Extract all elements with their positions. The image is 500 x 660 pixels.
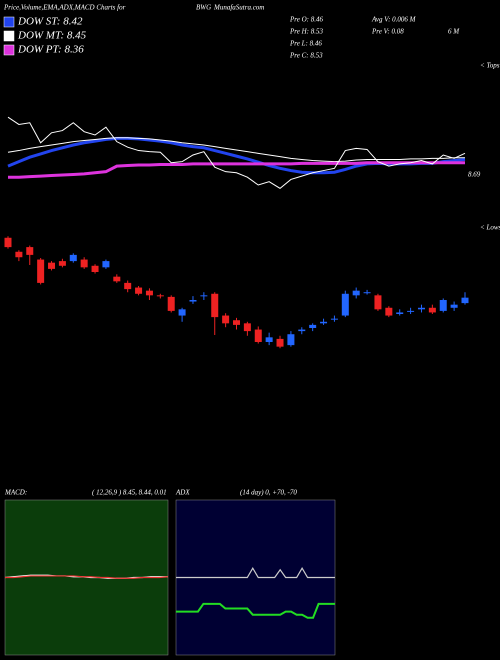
indicator-line xyxy=(176,567,335,579)
candle-body xyxy=(145,290,153,296)
close-line xyxy=(7,116,466,189)
indicator-line xyxy=(176,602,335,619)
candle-body xyxy=(113,276,121,282)
legend-swatch xyxy=(3,16,15,28)
candle-body xyxy=(15,251,23,258)
candle-body xyxy=(363,292,371,294)
candle-body xyxy=(341,293,349,316)
legend-label: DOW MT: 8.45 xyxy=(17,30,87,42)
candle-body xyxy=(211,293,219,318)
candle-body xyxy=(69,254,77,262)
candle-body xyxy=(374,295,382,310)
candle-body xyxy=(265,337,273,342)
candle-body xyxy=(352,290,360,296)
candle-body xyxy=(287,334,295,346)
legend-swatch xyxy=(3,44,15,56)
candle-body xyxy=(396,312,404,314)
panel-subtitle: (14 day) 0, +70, -70 xyxy=(240,489,297,497)
candle-body xyxy=(178,309,186,316)
panel-title: MACD: xyxy=(4,489,27,497)
candle-body xyxy=(37,259,45,283)
legend-swatch xyxy=(3,30,15,42)
info-text: Pre H: 8.53 xyxy=(289,28,323,36)
candle-body xyxy=(124,282,132,290)
legend-label: DOW PT: 8.36 xyxy=(17,44,84,56)
candle-body xyxy=(200,295,208,297)
candle-body xyxy=(233,320,240,325)
info-text: Avg V: 0.006 M xyxy=(371,16,417,24)
lows-label: < Lows xyxy=(480,224,500,232)
panel-subtitle: ( 12,26,9 ) 8.45, 8.44, 0.01 xyxy=(92,489,167,497)
title: Price,Volume,EMA,ADX,MACD Charts for xyxy=(3,4,126,12)
candle-body xyxy=(222,315,230,324)
info-text: Pre V: 0.08 xyxy=(371,28,404,36)
info-text: Pre O: 8.46 xyxy=(289,16,323,24)
ema-line xyxy=(8,161,465,179)
candle-body xyxy=(407,310,415,312)
candle-body xyxy=(80,259,88,268)
info-text: Pre L: 8.46 xyxy=(289,40,322,48)
candle-body xyxy=(243,323,251,332)
candle-body xyxy=(4,237,12,248)
candle-body xyxy=(58,261,66,266)
legend-label: DOW ST: 8.42 xyxy=(17,16,83,28)
candle-body xyxy=(189,300,197,302)
candle-body xyxy=(48,262,56,269)
site: MunafaSutra.com xyxy=(213,4,264,12)
unit: 6 M xyxy=(448,28,460,36)
candle-body xyxy=(309,324,317,328)
last-label: 8.69 xyxy=(468,171,481,179)
candle-body xyxy=(428,307,436,313)
candle-body xyxy=(439,300,447,311)
candle-body xyxy=(156,295,164,297)
candle-body xyxy=(330,318,338,320)
candle-body xyxy=(450,304,458,308)
candle-body xyxy=(91,265,99,272)
candle-body xyxy=(135,287,143,294)
candle-body xyxy=(254,329,262,342)
candle-body xyxy=(102,261,110,268)
indicator-line xyxy=(5,575,169,579)
ema-line xyxy=(7,137,465,163)
info-text: Pre C: 8.53 xyxy=(289,52,323,60)
candle-body xyxy=(167,296,175,311)
symbol: BWG xyxy=(196,4,211,12)
candle-body xyxy=(26,247,34,255)
candle-body xyxy=(417,307,425,310)
panel-title: ADX xyxy=(175,489,190,497)
candle-body xyxy=(461,297,469,304)
candle-body xyxy=(385,307,393,316)
candle-body xyxy=(276,338,284,347)
candle-body xyxy=(320,321,328,324)
candle-body xyxy=(298,329,306,332)
tops-label: < Tops xyxy=(480,62,500,70)
